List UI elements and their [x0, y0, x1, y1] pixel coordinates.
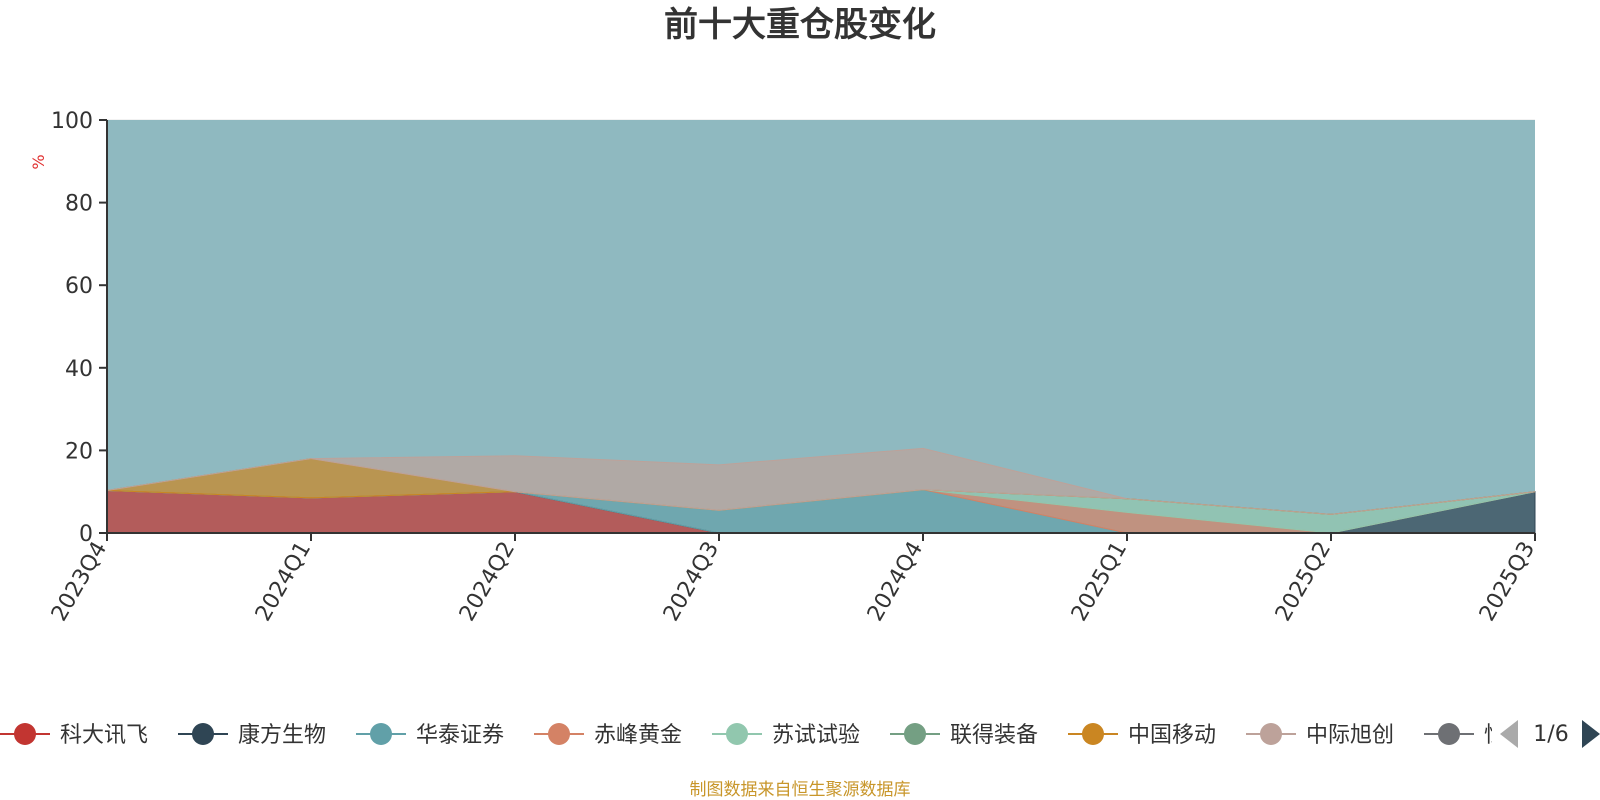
legend-item-6[interactable]: 中国移动 [1068, 723, 1216, 748]
x-tick-label: 2023Q4 [47, 538, 112, 626]
x-tick-label: 2024Q3 [659, 538, 724, 626]
stacked-areas [106, 120, 1536, 534]
legend-circle-icon [14, 723, 36, 745]
legend-label: 联得装备 [950, 723, 1038, 748]
legend-label: 康方生物 [238, 723, 326, 748]
x-tick-label: 2024Q2 [455, 538, 520, 626]
legend-label: 中际旭创 [1306, 723, 1394, 748]
legend-item-0[interactable]: 科大讯飞 [0, 723, 148, 748]
legend-item-4[interactable]: 苏试试验 [712, 723, 860, 748]
y-axis-ticks: 0 20 40 60 80 100 [51, 109, 107, 547]
legend-item-5[interactable]: 联得装备 [890, 723, 1038, 748]
legend-label: 恒 [1484, 723, 1506, 748]
x-tick-label: 2025Q2 [1271, 538, 1336, 626]
legend-item-partial[interactable]: 恒 [1424, 723, 1506, 748]
y-tick-label: 100 [51, 109, 93, 134]
x-tick-label: 2025Q3 [1475, 538, 1540, 626]
y-tick-label: 20 [65, 439, 93, 464]
series-area-7[interactable] [106, 447, 1536, 515]
legend-label: 中国移动 [1128, 723, 1216, 748]
legend-item-3[interactable]: 赤峰黄金 [534, 723, 682, 748]
legend-circle-icon [548, 723, 570, 745]
legend-prev-arrow-icon[interactable] [1500, 720, 1518, 748]
footer-source: 制图数据来自恒生聚源数据库 [690, 780, 911, 800]
legend-circle-icon [726, 723, 748, 745]
y-tick-label: 60 [65, 274, 93, 299]
x-tick-label: 2024Q1 [251, 538, 316, 626]
x-tick-label: 2025Q1 [1067, 538, 1132, 626]
y-tick-label: 40 [65, 357, 93, 382]
x-tick-label: 2024Q4 [863, 538, 928, 626]
axes [106, 120, 1535, 534]
y-tick-label: 80 [65, 192, 93, 217]
legend-circle-icon [1260, 723, 1282, 745]
legend-circle-icon [192, 723, 214, 745]
legend-label: 科大讯飞 [60, 723, 148, 748]
legend-next-arrow-icon[interactable] [1582, 720, 1600, 748]
legend-page-indicator: 1/6 [1533, 722, 1568, 747]
x-axis-ticks: 2023Q4 2024Q1 2024Q2 2024Q3 2024Q4 2025Q1 2025… [47, 533, 1540, 626]
y-tick-label: 0 [79, 522, 93, 547]
legend-circle-icon [370, 723, 392, 745]
legend: 科大讯飞 康方生物 华泰证券 赤峰黄金 苏试试验 联得装备 中国移动 中际旭创 恒 [0, 723, 1506, 748]
legend-label: 华泰证券 [416, 723, 504, 748]
legend-pager: 1/6 [1500, 720, 1600, 748]
legend-label: 赤峰黄金 [594, 723, 682, 748]
legend-item-2[interactable]: 华泰证券 [356, 723, 504, 748]
chart-title: 前十大重仓股变化 [664, 5, 936, 45]
legend-circle-icon [904, 723, 926, 745]
legend-label: 苏试试验 [772, 723, 860, 748]
legend-circle-icon [1082, 723, 1104, 745]
legend-circle-icon [1438, 723, 1460, 745]
y-axis-unit: % [29, 154, 48, 169]
legend-item-7[interactable]: 中际旭创 [1246, 723, 1394, 748]
legend-item-1[interactable]: 康方生物 [178, 723, 326, 748]
